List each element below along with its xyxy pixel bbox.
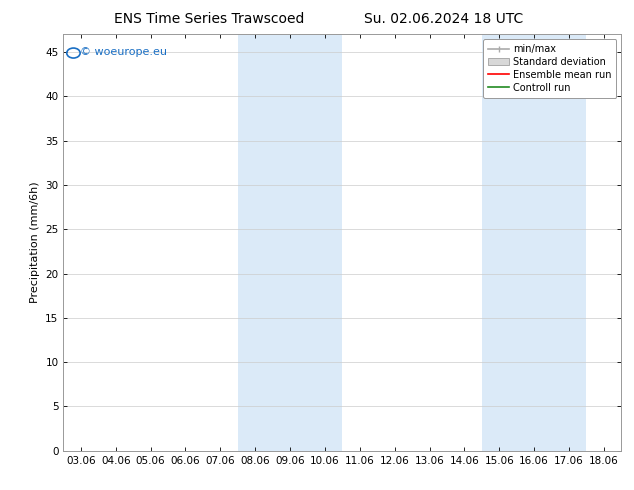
- Text: Su. 02.06.2024 18 UTC: Su. 02.06.2024 18 UTC: [364, 12, 524, 26]
- Bar: [482, 34, 586, 451]
- Text: ENS Time Series Trawscoed: ENS Time Series Trawscoed: [114, 12, 304, 26]
- Y-axis label: Precipitation (mm/6h): Precipitation (mm/6h): [30, 182, 40, 303]
- Text: © woeurope.eu: © woeurope.eu: [80, 47, 167, 57]
- Legend: min/max, Standard deviation, Ensemble mean run, Controll run: min/max, Standard deviation, Ensemble me…: [483, 39, 616, 98]
- Bar: [238, 34, 342, 451]
